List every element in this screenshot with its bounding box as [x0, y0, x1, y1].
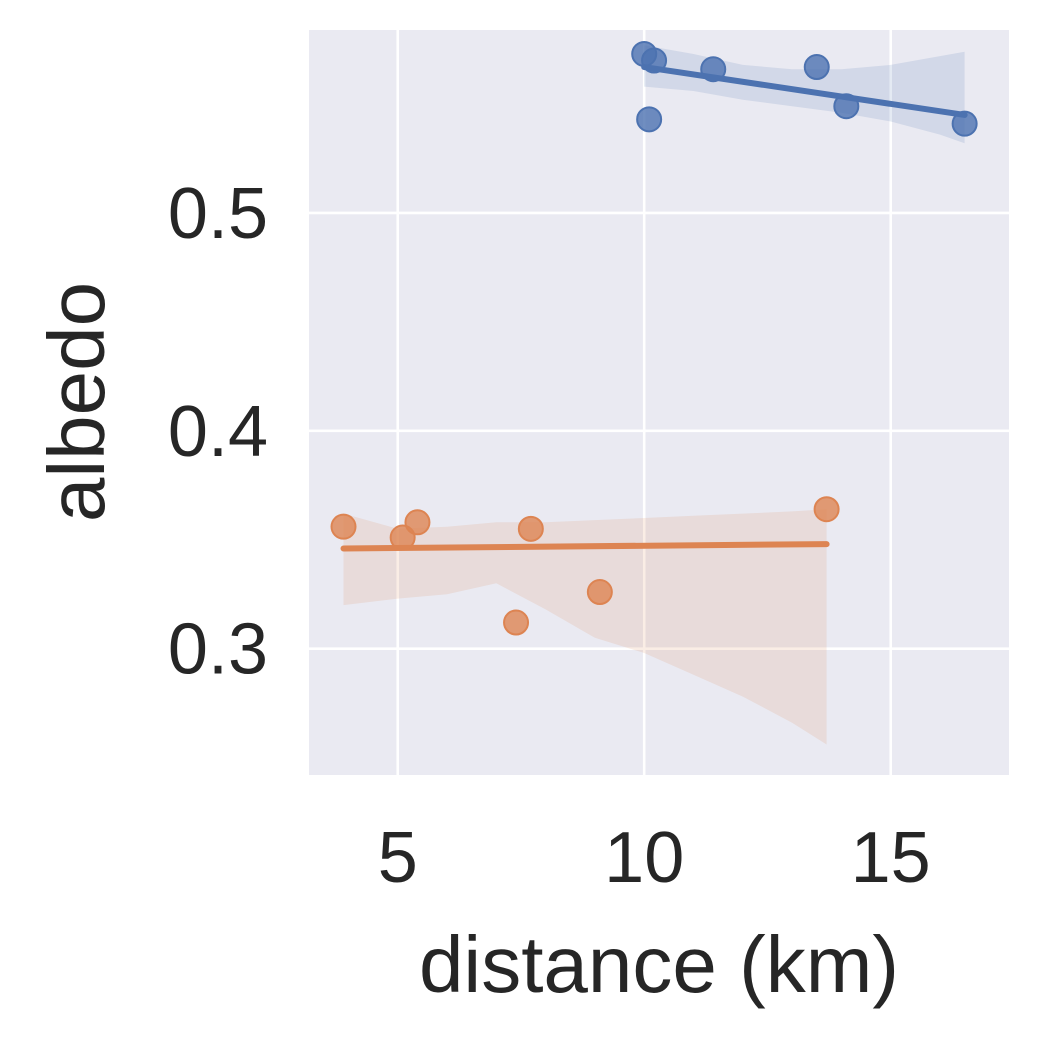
point-0-6 — [951, 110, 978, 137]
point-1-3 — [517, 515, 544, 542]
x-tick-label-0: 5 — [378, 818, 418, 898]
point-0-2 — [636, 106, 663, 133]
y-tick-label-2: 0.5 — [168, 174, 268, 254]
y-tick-labels: 0.3 0.4 0.5 — [168, 174, 268, 690]
x-tick-label-2: 15 — [851, 818, 931, 898]
plot-background — [309, 30, 1009, 775]
grid — [309, 30, 1009, 775]
x-tick-label-1: 10 — [604, 818, 684, 898]
point-1-0 — [330, 513, 357, 540]
fit-lines — [340, 64, 968, 552]
point-1-5 — [586, 579, 613, 606]
x-axis-title: distance (km) — [419, 920, 899, 1009]
ci-band-1 — [343, 509, 827, 745]
y-axis-title: albedo — [32, 282, 121, 522]
point-1-2 — [404, 509, 431, 536]
point-0-4 — [803, 54, 830, 81]
x-tick-labels: 5 10 15 — [378, 818, 931, 898]
fit-line-1 — [340, 541, 830, 552]
point-0-1 — [641, 47, 668, 74]
point-0-3 — [700, 56, 727, 83]
y-tick-label-1: 0.4 — [168, 392, 268, 472]
point-1-4 — [503, 609, 530, 636]
point-0-5 — [833, 93, 860, 120]
y-tick-label-0: 0.3 — [168, 610, 268, 690]
data-points — [330, 40, 978, 636]
fit-line-0 — [641, 64, 968, 118]
point-1-6 — [813, 496, 840, 523]
